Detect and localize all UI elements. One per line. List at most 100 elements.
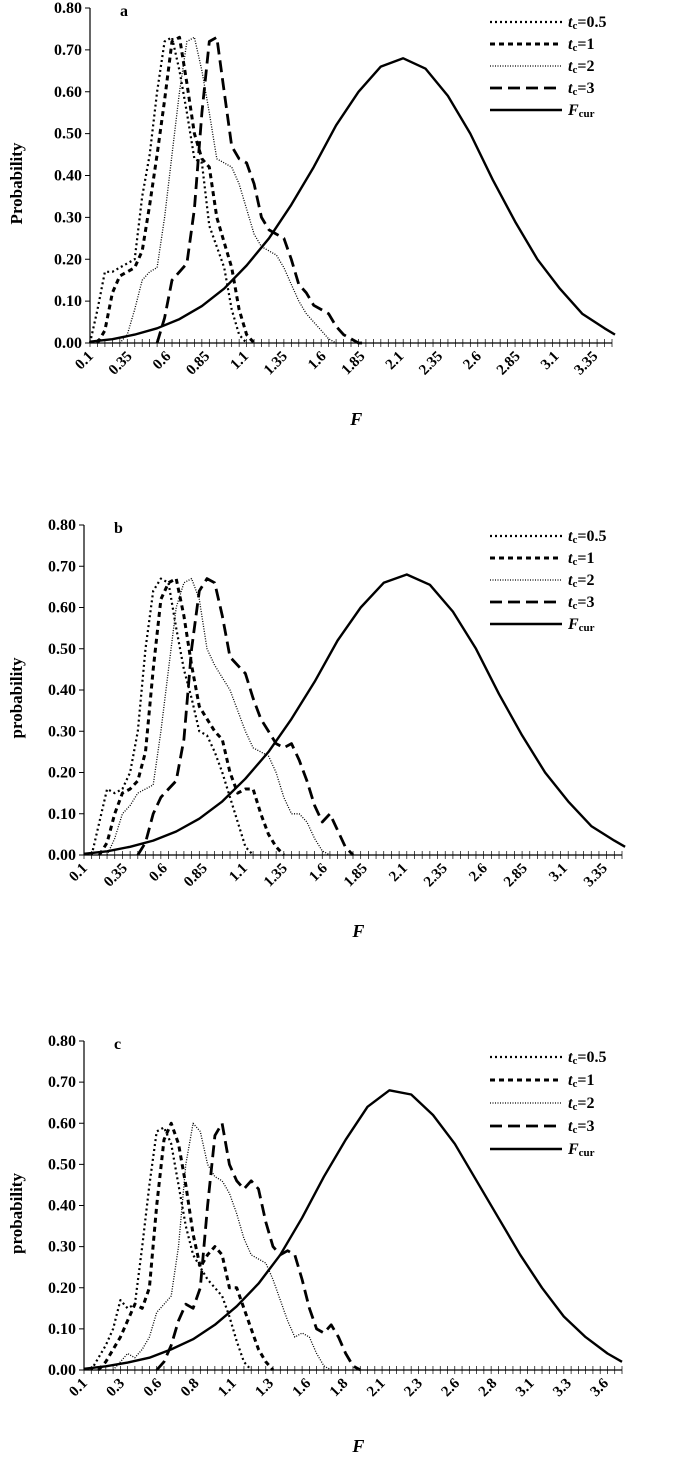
x-tick-label: 2.6 xyxy=(466,860,491,885)
x-tick-label: 1.1 xyxy=(226,861,251,886)
series-line-tc=2 xyxy=(112,1122,332,1371)
y-tick-label: 0.60 xyxy=(48,600,76,617)
x-tick-label: 1.1 xyxy=(215,1376,240,1401)
x-tick-label: 1.6 xyxy=(290,1375,315,1400)
y-tick-label: 0.70 xyxy=(48,558,76,575)
legend-label: Fcur xyxy=(567,1141,595,1159)
y-tick-label: 0.20 xyxy=(48,1280,76,1297)
x-tick-label: 1.35 xyxy=(261,861,291,891)
series-line-tc=3 xyxy=(136,577,355,856)
x-tick-label: 2.35 xyxy=(416,349,446,379)
legend: tc=0.5 tc=1 tc=2 tc=3 Fcur xyxy=(490,14,606,120)
x-tick-label: 0.35 xyxy=(101,861,131,891)
legend-label: tc=1 xyxy=(568,1072,594,1090)
legend-label: tc=3 xyxy=(568,1118,594,1136)
y-tick-label: 0.60 xyxy=(54,84,82,101)
x-tick-label: 1.6 xyxy=(305,348,330,373)
legend-label: tc=3 xyxy=(568,594,594,612)
x-axis-title: F xyxy=(349,409,362,429)
series-line-tc=1 xyxy=(98,577,285,857)
x-tick-label: 0.85 xyxy=(183,349,213,379)
x-tick-label: 0.1 xyxy=(66,1376,91,1401)
x-tick-label: 2.3 xyxy=(401,1376,426,1401)
y-tick-label: 0.80 xyxy=(54,0,82,17)
x-tick-label: 1.3 xyxy=(252,1376,277,1401)
x-tick-label: 3.35 xyxy=(571,349,601,379)
legend-label: Fcur xyxy=(567,616,595,634)
x-tick-label: 1.35 xyxy=(261,349,291,379)
legend-label: tc=1 xyxy=(568,550,594,568)
legend: tc=0.5 tc=1 tc=2 tc=3 Fcur xyxy=(490,1049,606,1159)
x-tick-label: 0.1 xyxy=(72,349,97,374)
legend-label: tc=3 xyxy=(568,80,594,98)
series-line-tc=2 xyxy=(119,36,337,344)
x-tick-label: 1.8 xyxy=(327,1376,352,1401)
x-tick-label: 0.6 xyxy=(146,860,171,885)
x-tick-label: 2.1 xyxy=(386,861,411,886)
legend-label: tc=0.5 xyxy=(568,1049,606,1067)
legend-label: tc=2 xyxy=(568,1095,594,1113)
legend-label: tc=2 xyxy=(568,58,594,76)
y-tick-label: 0.80 xyxy=(48,517,76,534)
series-line-tc=1 xyxy=(96,35,256,344)
y-tick-label: 0.50 xyxy=(54,126,82,143)
x-tick-label: 1.6 xyxy=(306,860,331,885)
legend-label: tc=2 xyxy=(568,572,594,590)
x-tick-label: 2.6 xyxy=(439,1375,464,1400)
y-axis-title: probability xyxy=(7,657,26,738)
x-tick-label: 3.35 xyxy=(581,861,611,891)
x-tick-label: 2.85 xyxy=(494,349,524,379)
series-line-tc=0.5 xyxy=(90,1126,253,1371)
y-tick-label: 0.70 xyxy=(54,42,82,59)
y-axis-title: Probability xyxy=(7,142,26,224)
y-tick-label: 0.40 xyxy=(54,168,82,185)
legend: tc=0.5 tc=1 tc=2 tc=3 Fcur xyxy=(490,528,606,634)
y-tick-label: 0.00 xyxy=(48,1362,76,1379)
y-tick-label: 0.10 xyxy=(54,293,82,310)
x-tick-label: 2.8 xyxy=(476,1376,501,1401)
y-tick-label: 0.50 xyxy=(48,1156,76,1173)
y-tick-label: 0.30 xyxy=(48,1239,76,1256)
panel-b: 0.00 0.10 0.20 0.30 0.40 0.50 0.60 0.70 0.80 0.1 0… xyxy=(7,517,626,941)
x-axis-title: F xyxy=(351,1436,364,1456)
y-tick-label: 0.10 xyxy=(48,806,76,823)
x-axis-title: F xyxy=(351,921,364,941)
x-tick-label: 3.1 xyxy=(513,1376,538,1401)
series-line-Fcur xyxy=(83,573,626,855)
y-tick-label: 0.30 xyxy=(48,723,76,740)
x-tick-label: 3.6 xyxy=(588,1375,613,1400)
y-tick-label: 0.40 xyxy=(48,682,76,699)
x-tick-label: 0.6 xyxy=(150,348,175,373)
x-tick-label: 2.35 xyxy=(421,861,451,891)
x-tick-label: 2.6 xyxy=(460,348,485,373)
x-tick-label: 2.1 xyxy=(383,349,408,374)
panel-letter: b xyxy=(114,520,123,537)
x-tick-label: 0.85 xyxy=(181,861,211,891)
x-tick-label: 3.3 xyxy=(550,1376,575,1401)
x-tick-label: 0.1 xyxy=(66,861,91,886)
panel-letter: c xyxy=(114,1036,121,1053)
legend-label: tc=0.5 xyxy=(568,528,606,546)
x-tick-label: 1.1 xyxy=(227,349,252,374)
x-tick-label: 1.85 xyxy=(339,349,369,379)
x-tick-label: 0.8 xyxy=(178,1376,203,1401)
series-line-Fcur xyxy=(83,1089,623,1370)
y-tick-label: 0.70 xyxy=(48,1074,76,1091)
legend-label: tc=0.5 xyxy=(568,14,606,32)
x-tick-label: 1.85 xyxy=(341,861,371,891)
x-tick-label: 0.35 xyxy=(106,349,136,379)
x-tick-label: 2.85 xyxy=(501,861,531,891)
legend-label: tc=1 xyxy=(568,36,594,54)
panel-a: 0.00 0.10 0.20 0.30 0.40 0.50 0.60 0.70 0.80 0.1 0… xyxy=(7,0,616,429)
y-tick-label: 0.00 xyxy=(54,335,82,352)
y-tick-label: 0.60 xyxy=(48,1115,76,1132)
x-tick-label: 2.1 xyxy=(364,1376,389,1401)
series-line-tc=1 xyxy=(97,1121,275,1371)
series-line-tc=0.5 xyxy=(90,577,254,856)
series-line-Fcur xyxy=(89,57,616,343)
series-line-tc=2 xyxy=(106,577,331,856)
y-axis-title: probability xyxy=(7,1173,26,1254)
y-tick-label: 0.50 xyxy=(48,641,76,658)
x-tick-label: 3.1 xyxy=(546,861,571,886)
